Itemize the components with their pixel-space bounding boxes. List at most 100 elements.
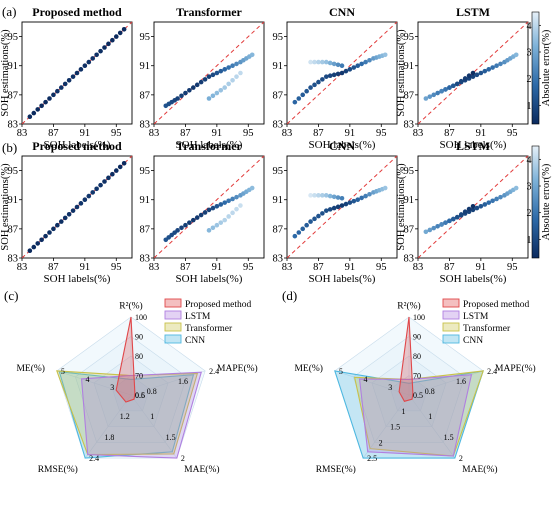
scatter-point	[175, 228, 180, 233]
scatter-point	[27, 114, 33, 120]
scatter-point	[234, 206, 239, 212]
x-tick-label: 83	[282, 128, 293, 139]
radar-tick-label: 3	[110, 383, 114, 392]
y-tick-label: 91	[404, 61, 415, 72]
y-axis-label-right: SOH estimations(%)	[396, 163, 407, 251]
scatter-point	[292, 99, 298, 105]
scatter-point	[249, 52, 255, 58]
scatter-point	[292, 233, 298, 239]
radar-tick-label: 1	[402, 407, 406, 416]
radar-series-lstm	[80, 371, 203, 459]
radar-axis-label: MAPE(%)	[217, 363, 258, 374]
x-axis-label: SOH labels(%)	[44, 139, 111, 151]
colorbar-tick-label: 2	[527, 74, 532, 85]
y-tick-label: 95	[140, 166, 151, 177]
scatter-point	[308, 193, 313, 198]
legend-label: Transformer	[185, 323, 233, 334]
scatter-point	[296, 96, 302, 101]
radar-tick-label: 1	[150, 412, 154, 421]
y-tick-label: 87	[404, 90, 415, 101]
radar-tick-label: 1.6	[178, 377, 188, 386]
radar-tick-label: 70	[413, 372, 421, 381]
scatter-point	[39, 103, 44, 109]
scatter-point	[331, 194, 337, 200]
scatter-point	[320, 77, 325, 82]
scatter-point	[226, 198, 231, 204]
radar-axis-label: RMSE(%)	[316, 464, 356, 475]
scatter-point	[367, 57, 372, 63]
x-axis-label: SOH labels(%)	[309, 139, 376, 151]
radar-series-transformer	[353, 370, 484, 457]
scatter-point	[300, 226, 306, 232]
x-tick-label: 95	[111, 262, 122, 273]
scatter-point	[214, 90, 220, 96]
scatter-point	[234, 74, 239, 79]
scatter-point	[339, 63, 345, 69]
scatter-point	[31, 244, 37, 250]
scatter-point	[382, 52, 388, 58]
scatter-point	[320, 211, 325, 216]
scatter-points	[423, 52, 519, 101]
scatter-point	[66, 211, 72, 217]
scatter-point	[51, 226, 56, 232]
identity-line	[153, 155, 265, 259]
x-tick-label: 87	[48, 128, 59, 139]
scatter-point	[55, 222, 60, 228]
radar-axis-label: MAE(%)	[462, 464, 497, 475]
scatter-point	[47, 230, 52, 235]
scatter-point	[210, 225, 216, 231]
y-axis-label-left: SOH estimations(%)	[0, 29, 11, 117]
scatter-point	[323, 59, 329, 65]
scatter-point	[210, 205, 216, 211]
x-tick-label: 83	[282, 262, 293, 273]
scatter-title: CNN	[329, 139, 355, 153]
scatter-point	[121, 26, 127, 32]
scatter-point	[238, 203, 243, 208]
panel-label-c: (c)	[4, 288, 18, 303]
scatter-point	[339, 70, 345, 76]
y-tick-label: 83	[404, 254, 415, 265]
radar-tick-label: 90	[413, 333, 421, 342]
legend-swatch	[442, 334, 460, 344]
colorbar-tick-label: 1	[527, 235, 532, 246]
scatter-point	[47, 96, 52, 101]
scatter-point	[113, 168, 119, 173]
y-tick-label: 91	[140, 61, 151, 72]
scatter-point	[304, 88, 309, 94]
scatter-point	[327, 193, 333, 199]
scatter-point	[331, 205, 337, 211]
scatter-point	[513, 52, 519, 58]
y-tick-label: 87	[8, 224, 19, 235]
scatter-point	[206, 228, 212, 233]
radar-series-proposed-method	[398, 316, 414, 402]
scatter-point	[470, 203, 476, 209]
scatter-point	[312, 216, 317, 222]
scatter-point	[82, 63, 88, 69]
scatter-point	[190, 85, 196, 90]
x-tick-label: 87	[180, 262, 191, 273]
radar-tick-label: 0.5	[135, 391, 145, 400]
scatter-point	[335, 71, 341, 77]
radar-axis-label: MAE(%)	[184, 464, 219, 475]
scatter-point	[490, 198, 495, 204]
x-tick-label: 83	[413, 128, 424, 139]
scatter-point	[249, 185, 255, 191]
scatter-point	[347, 200, 353, 205]
scatter-point	[78, 201, 84, 206]
scatter-point	[90, 56, 96, 61]
y-tick-label: 95	[8, 166, 19, 177]
scatter-point	[202, 210, 208, 215]
colorbar-tick-label: 4	[527, 21, 532, 32]
scatter-point	[423, 96, 429, 101]
colorbar-tick-label: 3	[527, 182, 532, 193]
scatter-point	[312, 59, 317, 65]
radar-series-transformer	[56, 370, 199, 456]
x-tick-label: 83	[413, 262, 424, 273]
scatter-frame	[21, 21, 133, 125]
radar-tick-label: 80	[135, 352, 143, 361]
scatter-point	[206, 207, 212, 213]
scatter-point	[234, 61, 239, 67]
